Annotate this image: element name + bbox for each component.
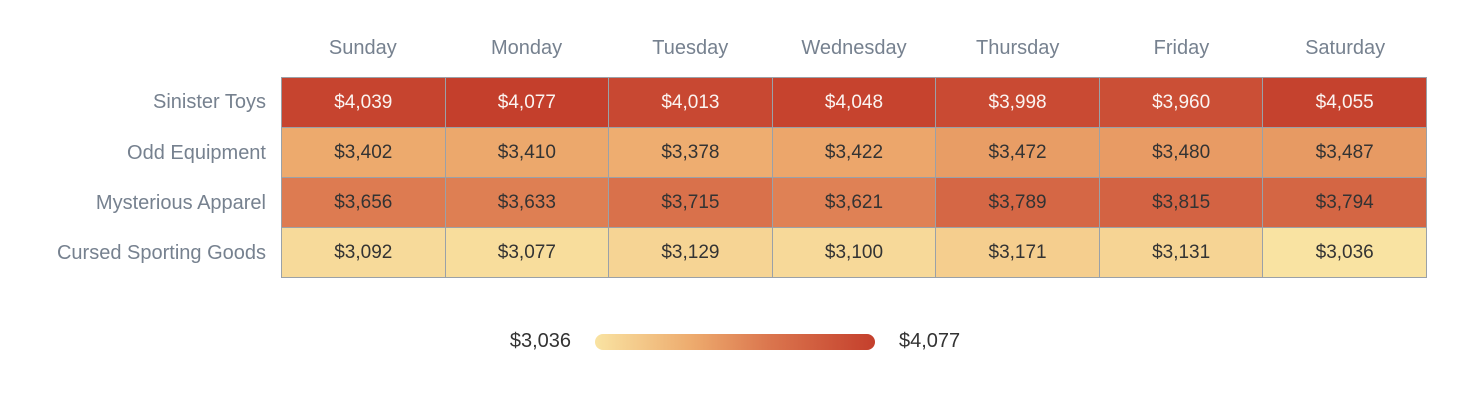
column-header-monday: Monday: [490, 37, 563, 59]
column-header-friday: Friday: [1153, 37, 1210, 59]
color-legend: $3,036 $4,077: [0, 330, 1470, 353]
row-label: Cursed Sporting Goods: [56, 241, 266, 264]
row-labels: Sinister Toys Odd Equipment Mysterious App…: [0, 77, 281, 278]
heatmap-cell: $3,633: [445, 178, 609, 227]
column-headers: Sunday Monday Tuesday Wednesday Thursday Frid…: [281, 33, 1427, 77]
heatmap-cell: $3,100: [772, 228, 936, 277]
heatmap-cell: $3,656: [282, 178, 445, 227]
heatmap-cell: $3,480: [1099, 128, 1263, 177]
heatmap-cell: $3,960: [1099, 78, 1263, 127]
row-label: Sinister Toys: [152, 91, 266, 113]
heatmap-cell: $3,129: [609, 228, 772, 277]
row-label: Mysterious Apparel: [95, 191, 266, 214]
heatmap-cell: $4,048: [772, 78, 936, 127]
heatmap-cell: $3,472: [936, 128, 1099, 177]
heatmap-grid: $4,039 $4,077 $4,013 $4,048 $3,998 $3,960 $4,0…: [281, 77, 1427, 278]
heatmap-cell: $3,815: [1099, 178, 1263, 227]
legend-gradient-bar: [595, 333, 875, 350]
heatmap-cell: $3,410: [445, 128, 609, 177]
column-header-thursday: Thursday: [976, 37, 1060, 59]
column-header-saturday: Saturday: [1305, 37, 1386, 59]
heatmap-cell: $3,378: [609, 128, 772, 177]
legend-max-label: $4,077: [899, 330, 961, 352]
heatmap-cell: $3,487: [1263, 128, 1426, 177]
heatmap-cell: $4,055: [1263, 78, 1426, 127]
header-spacer: [0, 33, 281, 77]
heatmap-cell: $3,402: [282, 128, 445, 177]
row-label: Odd Equipment: [127, 141, 266, 164]
heatmap-cell: $3,715: [609, 178, 772, 227]
column-header-tuesday: Tuesday: [652, 37, 729, 59]
heatmap-cell: $3,621: [772, 178, 936, 227]
column-header-sunday: Sunday: [328, 37, 397, 59]
heatmap-cell: $3,422: [772, 128, 936, 177]
heatmap-cell: $3,077: [445, 228, 609, 277]
column-header-row: Sunday Monday Tuesday Wednesday Thursday Frid…: [0, 33, 1470, 77]
heatmap-cell: $3,171: [936, 228, 1099, 277]
heatmap-cell: $3,131: [1099, 228, 1263, 277]
heatmap-cell: $3,092: [282, 228, 445, 277]
heatmap-cell: $3,036: [1263, 228, 1426, 277]
column-header-wednesday: Wednesday: [801, 37, 907, 59]
heatmap-cell: $3,789: [936, 178, 1099, 227]
heatmap-cell: $4,013: [609, 78, 772, 127]
heatmap-cell: $3,794: [1263, 178, 1426, 227]
heatmap-cell: $4,077: [445, 78, 609, 127]
heatmap-cell: $3,998: [936, 78, 1099, 127]
heatmap-body: Sinister Toys Odd Equipment Mysterious App…: [0, 77, 1470, 278]
heatmap-table: Sunday Monday Tuesday Wednesday Thursday Frid…: [0, 33, 1470, 278]
legend-min-label: $3,036: [509, 330, 571, 352]
heatmap-cell: $4,039: [282, 78, 445, 127]
